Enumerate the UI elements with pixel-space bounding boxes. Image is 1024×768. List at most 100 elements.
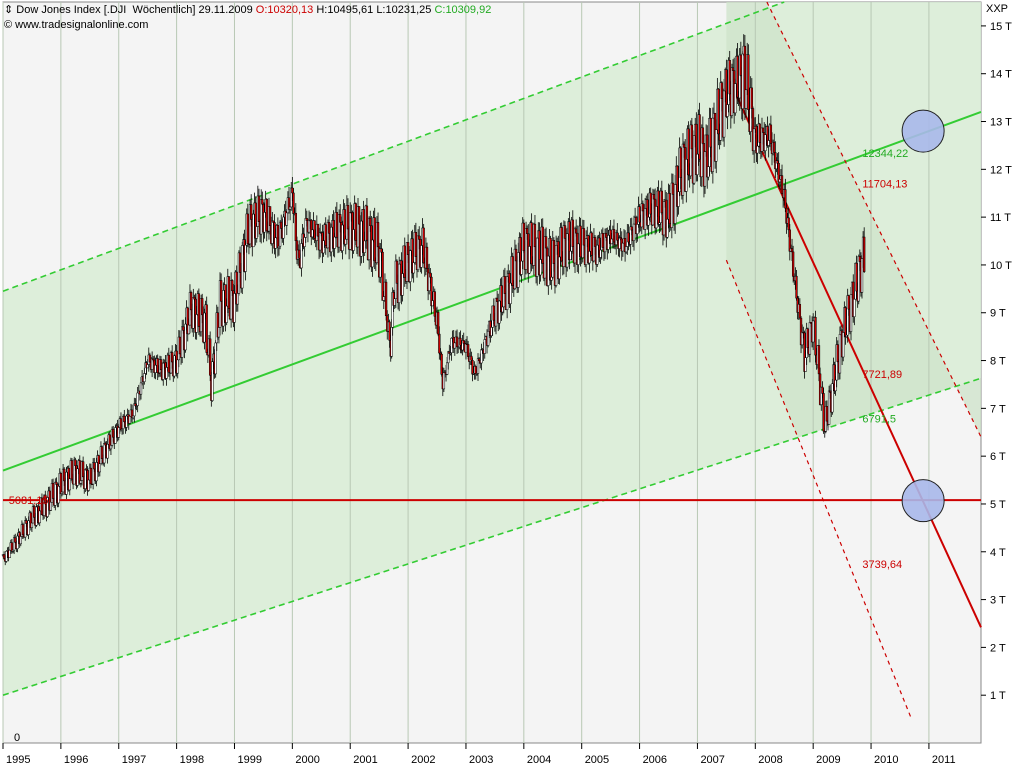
price-candle — [344, 238, 347, 245]
price-candle — [857, 256, 860, 302]
price-candle — [573, 228, 577, 264]
price-candle — [114, 427, 117, 444]
price-candle — [433, 291, 436, 317]
price-candle — [574, 228, 578, 234]
price-candle — [51, 482, 55, 499]
price-candle — [582, 228, 586, 246]
price-candle — [825, 406, 829, 422]
price-candle — [679, 147, 682, 178]
price-candle — [19, 536, 22, 545]
price-candle — [494, 297, 498, 327]
price-candle — [236, 293, 239, 305]
price-candle — [554, 244, 558, 286]
price-candle — [132, 415, 135, 419]
price-candle — [136, 392, 139, 406]
y-tick-label: 3 T — [990, 595, 1006, 607]
price-candle — [189, 292, 193, 311]
price-candle — [285, 212, 288, 226]
price-candle — [291, 187, 294, 194]
price-candle — [171, 352, 174, 363]
trendline-green-channel-lower — [2, 377, 982, 696]
x-tick-label: 2009 — [816, 754, 840, 766]
shaded-regions — [3, 2, 981, 696]
price-candle — [692, 135, 696, 184]
price-candle — [788, 229, 791, 252]
price-candle — [643, 208, 647, 230]
trendline-green-channel-center — [2, 111, 982, 472]
price-candle — [5, 550, 8, 562]
header-date: 29.11.2009 — [198, 4, 253, 16]
price-candle — [30, 522, 34, 528]
circle-marker — [901, 479, 945, 523]
x-tick-label: 2007 — [700, 754, 724, 766]
price-candle — [214, 342, 217, 375]
price-candle — [95, 462, 98, 482]
price-candle — [57, 486, 60, 504]
price-candle — [346, 205, 350, 230]
price-candle — [717, 88, 720, 135]
annotation-label: 6791,5 — [862, 413, 896, 425]
price-candle — [711, 117, 715, 172]
price-candle — [778, 179, 781, 183]
price-candle — [442, 372, 446, 390]
price-candle — [627, 232, 630, 243]
price-candle — [769, 124, 773, 144]
price-candle — [726, 104, 729, 117]
price-candle — [422, 227, 425, 264]
price-candle — [182, 326, 185, 331]
annotations: 5081,15 12344,22 11704,13 7721,89 6791,5 3739… — [9, 148, 908, 571]
price-candle — [618, 237, 621, 249]
price-candle — [836, 344, 839, 363]
price-candle — [632, 223, 636, 241]
price-candle — [790, 248, 794, 253]
price-candle — [246, 213, 249, 245]
annotation-label: 11704,13 — [862, 178, 907, 190]
x-tick-label: 2011 — [932, 754, 956, 766]
price-candle — [541, 226, 544, 264]
price-candle — [403, 245, 406, 278]
x-tick-label: 2008 — [758, 754, 782, 766]
price-candle — [612, 229, 616, 243]
price-candle — [49, 501, 53, 511]
price-candle — [681, 143, 685, 196]
price-candle — [773, 141, 776, 153]
price-candle — [414, 232, 418, 257]
price-candle — [569, 250, 572, 261]
price-candle — [616, 232, 619, 241]
price-candle — [128, 416, 132, 424]
price-candle — [804, 357, 807, 372]
price-candle — [756, 145, 759, 154]
price-candle — [855, 262, 858, 292]
price-candle — [514, 248, 518, 262]
price-candle — [313, 220, 316, 239]
price-candle — [176, 359, 179, 374]
price-candle — [666, 218, 669, 238]
price-candle — [821, 386, 824, 394]
price-candle — [698, 114, 701, 160]
price-candle — [360, 220, 363, 257]
price-candle — [641, 203, 645, 212]
chevron-updown-icon[interactable]: ⇕ — [4, 4, 14, 16]
price-candle — [238, 252, 242, 273]
price-candle — [209, 338, 212, 376]
price-candle — [324, 224, 327, 246]
price-candle — [761, 127, 765, 133]
price-candle — [305, 218, 308, 221]
axes: 1 T 2 T 3 T 4 T 5 T 6 T 7 T 8 T 9 T 10 T 11 T 12 T 1… — [2, 21, 1012, 766]
x-tick-label: 1995 — [6, 754, 30, 766]
trendline-red-downtrend-upper — [766, 1, 982, 438]
price-candle — [437, 311, 440, 335]
price-candle — [621, 242, 625, 252]
price-candle — [558, 256, 561, 280]
price-candle — [605, 232, 608, 238]
price-candle — [822, 393, 825, 432]
price-candle — [379, 248, 382, 278]
price-candle — [341, 224, 344, 251]
header-close: C:10309,92 — [434, 4, 492, 16]
price-candle — [322, 240, 325, 254]
price-candle — [498, 300, 501, 324]
price-candle — [294, 212, 297, 242]
price-candle — [495, 297, 499, 302]
header-high: H:10495,61 — [316, 4, 374, 16]
price-candle — [747, 54, 750, 110]
